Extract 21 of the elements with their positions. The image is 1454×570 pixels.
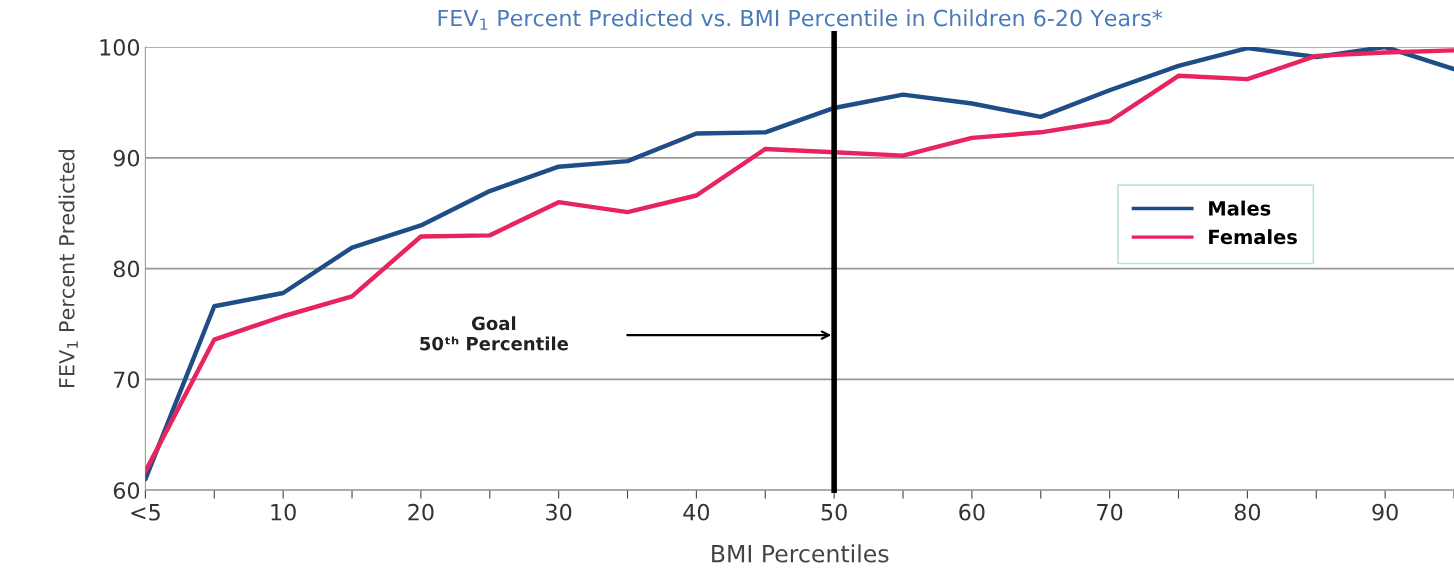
x-tick-label: 50 xyxy=(821,503,847,521)
x-tick-label: 70 xyxy=(1097,503,1123,521)
y-tick-label: 70 xyxy=(114,371,140,389)
x-tick-label: 80 xyxy=(1234,503,1261,521)
annotation: Goal 50ᵗʰ Percentile xyxy=(420,316,569,351)
chart-title: FEV$_{1}$ Percent Predicted vs. BMI Percentile in Children 6-20 Years* xyxy=(438,9,1163,30)
x-tick-label: 30 xyxy=(546,503,572,521)
x-tick-label: 90 xyxy=(1372,503,1398,521)
x-axis-title: BMI Percentiles xyxy=(712,544,889,563)
y-tick-label: 100 xyxy=(100,38,140,56)
x-tick-label: 40 xyxy=(683,503,710,521)
legend-label: Females xyxy=(1209,229,1297,245)
legend-label: Males xyxy=(1209,200,1271,216)
x-tick-label: <5 xyxy=(131,504,160,521)
y-tick-label: 60 xyxy=(113,482,140,499)
y-axis-title: FEV$_{1}$ Percent Predicted xyxy=(58,150,78,388)
x-tick-label: 20 xyxy=(408,503,434,521)
x-tick-label: 10 xyxy=(271,503,296,521)
x-tick-label: 60 xyxy=(959,503,985,521)
y-tick-label: 90 xyxy=(113,149,140,167)
y-tick-label: 80 xyxy=(113,260,140,278)
